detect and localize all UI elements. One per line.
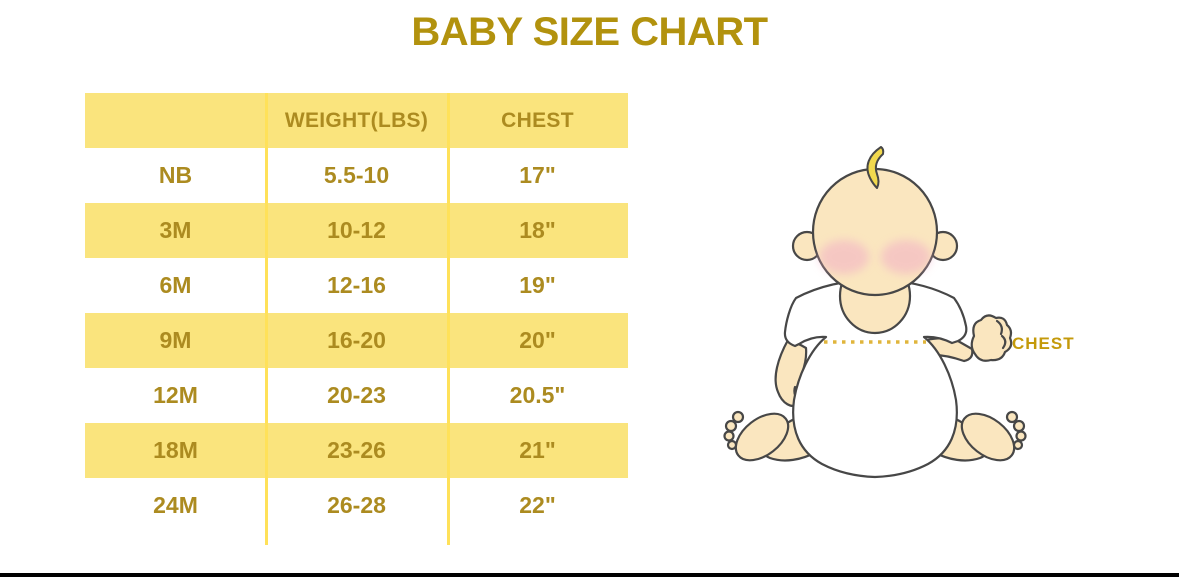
chest-value: 17": [519, 162, 556, 188]
baby-head: [811, 167, 939, 297]
baby-toe: [1012, 419, 1026, 433]
table-row: 18M 23-26 21": [85, 423, 628, 478]
column-divider: [447, 93, 450, 545]
table-row: NB 5.5-10 17": [85, 148, 628, 203]
fist-knuckle-line: [1000, 334, 1007, 350]
chest-value: 22": [519, 492, 556, 518]
table-row: 3M 10-12 18": [85, 203, 628, 258]
bottom-edge-bar: [0, 573, 1179, 577]
size-label: 12M: [153, 382, 198, 408]
weight-value: 26-28: [327, 492, 386, 518]
table-header-row: WEIGHT(LBS) CHEST: [85, 93, 628, 148]
size-label: 6M: [159, 272, 192, 298]
weight-value: 16-20: [327, 327, 386, 353]
chest-value: 20": [519, 327, 556, 353]
table-row: 24M 26-28 22": [85, 478, 628, 533]
baby-toe: [1005, 410, 1019, 424]
header-cell-weight: WEIGHT(LBS): [284, 108, 429, 132]
weight-value: 12-16: [327, 272, 386, 298]
table-row: 6M 12-16 19": [85, 258, 628, 313]
baby-toe: [731, 410, 745, 424]
baby-toe: [724, 419, 738, 433]
table-row: 12M 20-23 20.5": [85, 368, 628, 423]
fist-knuckle-line: [995, 319, 1003, 336]
weight-value: 5.5-10: [323, 162, 390, 188]
size-label: 24M: [153, 492, 198, 518]
baby-toe: [1015, 430, 1027, 442]
chest-value: 20.5": [509, 382, 566, 408]
size-label: 18M: [153, 437, 198, 463]
header-cell-chest: CHEST: [501, 108, 574, 132]
chest-value: 19": [519, 272, 556, 298]
baby-foot-right: [960, 412, 1016, 462]
weight-value: 10-12: [327, 217, 386, 243]
chest-value: 21": [519, 437, 556, 463]
chest-label: CHEST: [1012, 334, 1075, 353]
table-row: 9M 16-20 20": [85, 313, 628, 368]
weight-value: 20-23: [327, 382, 386, 408]
baby-hair-curl: [866, 146, 885, 189]
header-cell-size: [85, 93, 266, 148]
baby-toe: [726, 439, 738, 451]
baby-cheek-right: [881, 240, 931, 274]
column-divider: [265, 93, 268, 545]
baby-foot-left: [734, 412, 790, 462]
baby-cheek-left: [819, 240, 869, 274]
weight-value: 23-26: [327, 437, 386, 463]
size-chart-table: WEIGHT(LBS) CHEST NB 5.5-10 17" 3M 10-12…: [85, 93, 628, 545]
baby-illustration: CHEST: [700, 130, 1100, 490]
baby-toe: [1012, 439, 1024, 451]
size-label: NB: [158, 162, 193, 188]
baby-shirt: [783, 278, 968, 479]
chest-value: 18": [519, 217, 556, 243]
size-label: 9M: [159, 327, 192, 353]
baby-toe: [723, 430, 735, 442]
size-label: 3M: [159, 217, 192, 243]
page-title: BABY SIZE CHART: [411, 10, 768, 54]
